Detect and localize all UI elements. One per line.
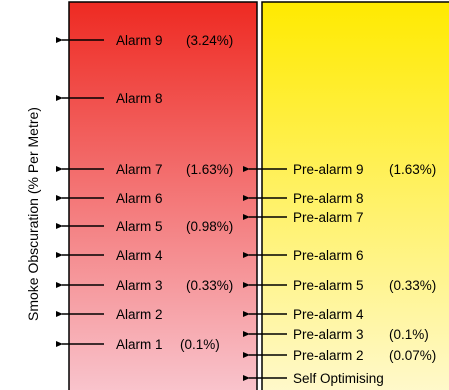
alarm-level-label: Alarm 6	[116, 191, 163, 206]
alarm-level-value: (0.98%)	[186, 219, 233, 234]
alarm-level-label: Alarm 1	[116, 337, 163, 352]
prealarm-level-value: (1.63%)	[389, 162, 436, 177]
alarm-level-label: Alarm 9	[116, 33, 163, 48]
alarm-levels: Alarm 9 (3.24%) Alarm 8 Alarm 7 (1.63%) Alarm…	[56, 33, 233, 352]
alarm-level-label: Alarm 5	[116, 219, 163, 234]
prealarm-level-label: Pre-alarm 7	[293, 210, 364, 225]
prealarm-level-label: Pre-alarm 4	[293, 307, 364, 322]
prealarm-level-label: Pre-alarm 9	[293, 162, 364, 177]
alarm-level-value: (0.33%)	[186, 278, 233, 293]
alarm-level-label: Alarm 3	[116, 278, 163, 293]
y-axis-label: Smoke Obscuration (% Per Metre)	[25, 107, 41, 321]
prealarm-levels: Pre-alarm 9 (1.63%) Pre-alarm 8 Pre-alarm 7…	[243, 162, 436, 386]
prealarm-level-value: (0.07%)	[389, 348, 436, 363]
alarm-level-value: (3.24%)	[186, 33, 233, 48]
prealarm-level-label: Pre-alarm 6	[293, 248, 364, 263]
alarm-level-label: Alarm 8	[116, 91, 163, 106]
alarm-column	[68, 1, 258, 390]
alarm-level-label: Alarm 7	[116, 162, 163, 177]
prealarm-level-label: Self Optimising	[293, 371, 384, 386]
prealarm-level-label: Pre-alarm 5	[293, 278, 364, 293]
prealarm-level-value: (0.33%)	[389, 278, 436, 293]
prealarm-level-label: Pre-alarm 8	[293, 191, 364, 206]
alarm-level-label: Alarm 4	[116, 248, 163, 263]
alarm-level-value: (0.1%)	[180, 337, 220, 352]
prealarm-level-value: (0.1%)	[389, 327, 429, 342]
prealarm-level-label: Pre-alarm 3	[293, 327, 364, 342]
prealarm-level-label: Pre-alarm 2	[293, 348, 364, 363]
alarm-level-value: (1.63%)	[186, 162, 233, 177]
alarm-level-label: Alarm 2	[116, 307, 163, 322]
prealarm-column	[261, 1, 449, 390]
